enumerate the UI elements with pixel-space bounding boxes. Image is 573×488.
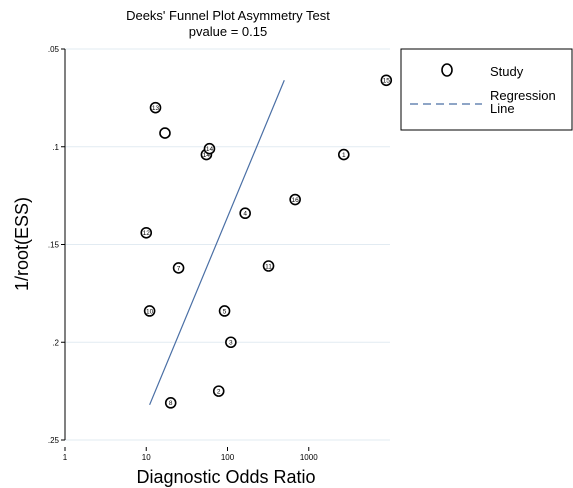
x-tick-label: 10 [142, 453, 151, 462]
study-point-label: 8 [169, 400, 173, 407]
study-point: 11 [262, 260, 275, 272]
study-point-label: 5 [223, 308, 227, 315]
study-point-label: 2 [217, 388, 221, 395]
study-point: 2 [212, 385, 225, 397]
regression-line [149, 80, 285, 406]
y-tick-label: .15 [48, 241, 60, 250]
study-point-marker [218, 305, 231, 317]
study-point-marker [159, 127, 171, 139]
chart-title: Deeks' Funnel Plot Asymmetry Test [126, 8, 330, 23]
study-point-label: 15 [383, 78, 391, 85]
x-axis-ticks: 1 10 100 1000 [63, 447, 318, 462]
study-point-label: 4 [243, 211, 247, 218]
study-point-label: 10 [146, 308, 154, 315]
legend-study-label: Study [490, 64, 524, 79]
x-axis-title: Diagnostic Odds Ratio [136, 467, 315, 487]
x-tick-label: 1000 [300, 453, 318, 462]
study-point: 12 [140, 226, 153, 239]
grid-lines [65, 48, 390, 441]
study-point-label: 13 [152, 105, 160, 112]
y-tick-label: .2 [52, 338, 59, 347]
study-point-label: 14 [203, 152, 211, 159]
legend-regression-label: Line [490, 101, 515, 116]
study-point-label: 1 [342, 152, 346, 159]
study-point: 13 [149, 101, 162, 114]
study-point: 14 [203, 142, 216, 155]
study-point: 1 [337, 148, 350, 161]
y-tick-label: .05 [48, 45, 60, 54]
legend-regression-label: Regression [490, 88, 556, 103]
study-point-marker [164, 397, 177, 409]
study-point: 8 [164, 397, 177, 409]
x-tick-label: 1 [63, 453, 68, 462]
study-point-marker [212, 385, 225, 397]
study-point-marker [172, 262, 185, 274]
study-point-marker [337, 148, 350, 161]
study-point-marker [225, 336, 237, 349]
study-point-label: 12 [143, 230, 151, 237]
y-axis-title: 1/root(ESS) [12, 197, 32, 291]
study-point-marker [262, 260, 275, 272]
y-tick-label: .1 [52, 143, 59, 152]
study-point-label: 11 [265, 263, 272, 270]
chart-subtitle: pvalue = 0.15 [189, 24, 267, 39]
study-point-marker [140, 226, 153, 239]
study-point-marker [203, 142, 216, 155]
y-tick-label: .25 [48, 436, 60, 445]
study-point: 3 [225, 336, 237, 349]
study-point-marker [239, 207, 251, 220]
study-point-label: 3 [229, 340, 233, 347]
study-point-marker [149, 101, 162, 114]
study-point: 5 [218, 305, 231, 317]
study-point [159, 127, 171, 139]
study-point-label: 14 [206, 146, 214, 153]
study-point: 10 [143, 305, 156, 317]
legend-entry-study: Study [441, 63, 524, 79]
regression-series [149, 80, 285, 406]
y-axis-ticks: .05 .1 .15 .2 .25 [48, 45, 65, 445]
study-point-label: 7 [177, 265, 181, 272]
study-point-marker [143, 305, 156, 317]
study-point-marker [289, 193, 301, 206]
study-point-marker [380, 74, 393, 87]
study-point: 16 [289, 193, 301, 206]
study-point: 7 [172, 262, 185, 274]
study-point-label: 16 [292, 197, 300, 204]
study-point: 15 [380, 74, 393, 87]
chart-titles: Deeks' Funnel Plot Asymmetry Test pvalue… [126, 8, 330, 39]
x-tick-label: 100 [221, 453, 235, 462]
legend-study-marker [441, 63, 453, 77]
legend-box [400, 48, 573, 131]
study-point: 4 [239, 207, 251, 220]
